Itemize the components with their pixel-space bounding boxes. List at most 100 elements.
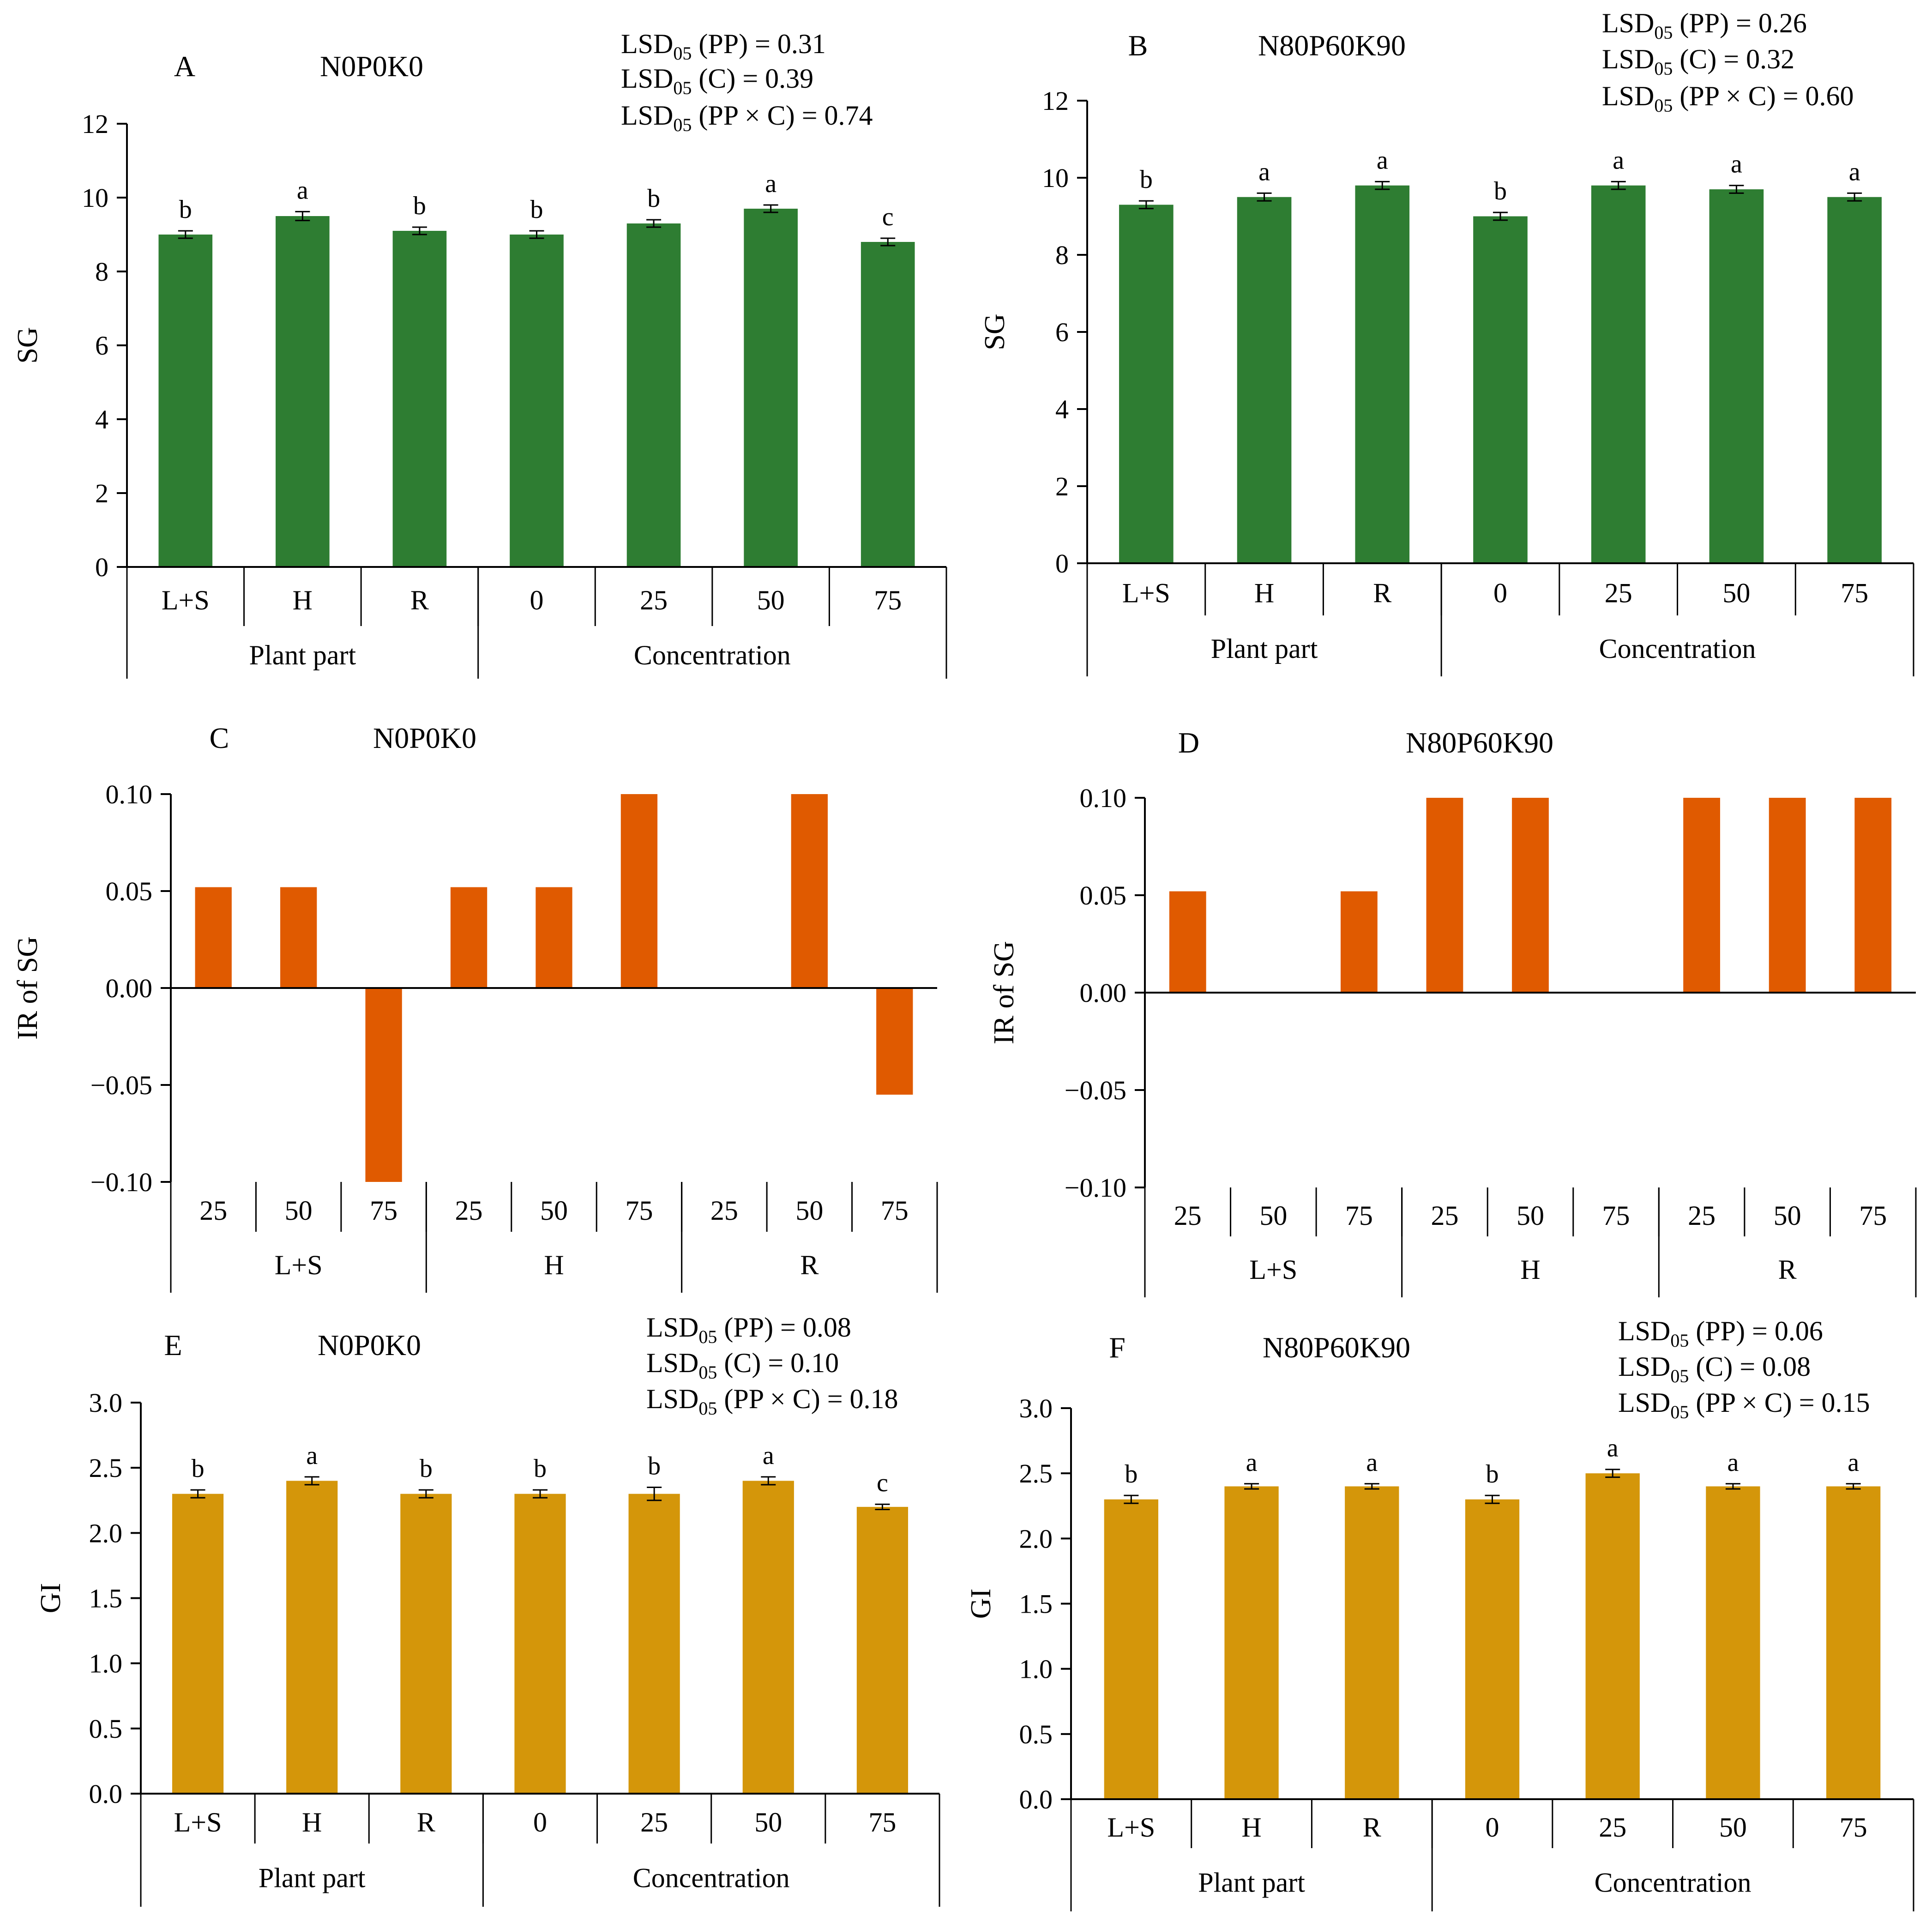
bar (392, 231, 447, 567)
bar (1355, 185, 1410, 563)
bar (1104, 1499, 1159, 1799)
x-tick-label: 75 (1841, 578, 1868, 609)
significance-letter: a (306, 1441, 318, 1470)
x-tick-label: 25 (199, 1195, 227, 1226)
panel-title: N80P60K90 (1406, 726, 1553, 759)
lsd-annotation: LSD05 (PP) = 0.26 (1602, 8, 1807, 43)
significance-letter: b (1140, 165, 1153, 194)
y-tick-label: 2 (1055, 471, 1069, 501)
y-tick-label: 0 (1055, 548, 1069, 578)
y-tick-label: 2.5 (89, 1453, 123, 1483)
bar (1683, 798, 1721, 993)
y-tick-label: 6 (1055, 317, 1069, 347)
x-tick-label: 50 (757, 585, 785, 615)
group-label: L+S (275, 1250, 323, 1280)
significance-letter: a (1377, 146, 1388, 175)
x-tick-label: 75 (1840, 1812, 1867, 1843)
y-tick-label: 2.5 (1019, 1458, 1053, 1488)
group-label: Concentration (634, 640, 791, 670)
significance-letter: a (763, 1441, 774, 1470)
y-axis-label: GI (35, 1583, 66, 1613)
x-tick-label: R (417, 1807, 435, 1838)
x-tick-label: R (410, 585, 429, 615)
y-axis-label: SG (979, 313, 1011, 350)
y-tick-label: 0.5 (1019, 1719, 1053, 1749)
significance-letter: a (1366, 1448, 1378, 1477)
bar (172, 1494, 224, 1794)
panel-letter: A (174, 50, 195, 83)
x-tick-label: R (1363, 1812, 1381, 1843)
x-tick-label: 25 (710, 1195, 738, 1226)
lsd-annotation: LSD05 (C) = 0.39 (621, 63, 813, 98)
panel-letter: B (1128, 29, 1148, 62)
significance-letter: a (1613, 146, 1624, 175)
group-label: Plant part (259, 1863, 366, 1893)
bar (1224, 1486, 1279, 1799)
lsd-annotation: LSD05 (PP × C) = 0.60 (1602, 81, 1854, 116)
y-tick-label: 8 (95, 257, 108, 287)
significance-letter: b (530, 195, 543, 224)
significance-letter: b (647, 184, 660, 213)
x-tick-label: H (1241, 1812, 1261, 1843)
significance-letter: a (1849, 157, 1860, 186)
x-tick-label: 50 (1719, 1812, 1747, 1843)
bar (791, 794, 828, 988)
x-tick-label: 50 (754, 1807, 782, 1838)
y-tick-label: 0.00 (1080, 978, 1127, 1008)
bar (856, 1506, 909, 1794)
group-label: R (800, 1250, 819, 1280)
significance-letter: a (1246, 1448, 1258, 1477)
bar (1345, 1486, 1399, 1799)
y-tick-label: 4 (1055, 394, 1069, 424)
x-tick-label: 0 (1486, 1812, 1499, 1843)
significance-letter: a (1848, 1448, 1859, 1477)
significance-letter: a (297, 176, 308, 205)
bar (1473, 216, 1528, 563)
significance-letter: b (192, 1454, 205, 1483)
lsd-annotation: LSD05 (C) = 0.32 (1602, 44, 1794, 79)
y-axis-label: IR of SG (988, 941, 1020, 1044)
y-tick-label: 0.0 (1019, 1784, 1053, 1814)
bar (1340, 891, 1378, 993)
y-tick-label: 2.0 (89, 1518, 123, 1548)
significance-letter: b (534, 1454, 547, 1483)
y-tick-label: 3.0 (89, 1388, 123, 1418)
y-tick-label: 3.0 (1019, 1393, 1053, 1423)
bar (1827, 197, 1882, 563)
x-tick-label: L+S (162, 585, 210, 615)
y-tick-label: 2.0 (1019, 1524, 1053, 1554)
significance-letter: b (1125, 1460, 1138, 1488)
y-tick-label: 0.05 (1080, 880, 1127, 910)
bar (286, 1481, 338, 1794)
x-tick-label: 25 (1688, 1200, 1715, 1231)
y-axis-label: IR of SG (12, 936, 43, 1040)
bar (1237, 197, 1292, 563)
y-tick-label: 1.5 (1019, 1589, 1053, 1619)
panel-title: N80P60K90 (1263, 1331, 1410, 1364)
bar (1426, 798, 1463, 993)
y-tick-label: 0 (95, 552, 108, 582)
x-tick-label: 50 (1259, 1200, 1287, 1231)
x-tick-label: 50 (1774, 1200, 1801, 1231)
panel-title: N0P0K0 (373, 722, 476, 754)
bar (628, 1494, 680, 1794)
y-tick-label: 0.10 (1080, 783, 1127, 813)
panel-letter: C (210, 722, 229, 754)
y-tick-label: 0.00 (106, 973, 153, 1003)
panel-d: D N80P60K90 IR of SG 0.10 0.05 0.00 −0.05 −0.10… (988, 726, 1917, 1297)
panel-letter: D (1178, 726, 1199, 759)
y-tick-label: 10 (82, 183, 108, 213)
y-tick-label: 12 (82, 109, 108, 139)
x-tick-label: H (302, 1807, 322, 1838)
group-label: R (1778, 1254, 1797, 1285)
bar (514, 1494, 566, 1794)
significance-letter: b (1486, 1460, 1499, 1488)
bar (1591, 185, 1646, 563)
x-tick-label: L+S (174, 1807, 222, 1838)
y-tick-label: 0.05 (106, 876, 153, 906)
significance-letter: c (882, 203, 894, 231)
